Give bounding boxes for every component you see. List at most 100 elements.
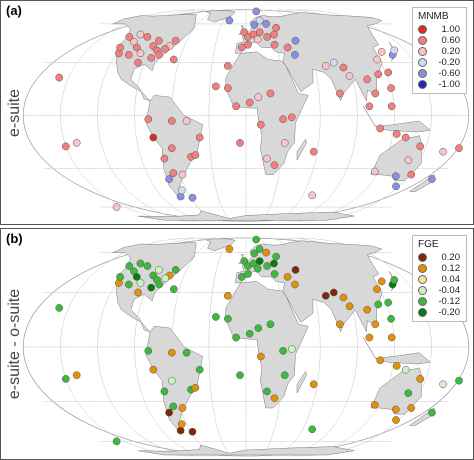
station-marker [390, 276, 399, 284]
legend-entry: 0.60 [418, 35, 460, 46]
longitude-line [208, 237, 236, 457]
legend-entry: -0.04 [418, 285, 460, 296]
station-marker [160, 387, 169, 396]
legend-swatch [418, 25, 427, 34]
station-marker [245, 98, 254, 107]
station-marker [374, 70, 383, 79]
station-marker [392, 416, 400, 424]
station-marker [336, 320, 344, 329]
station-marker [339, 63, 348, 72]
station-marker [279, 346, 287, 355]
station-marker [224, 314, 232, 323]
station-marker [236, 371, 244, 380]
legend-entry: -1.00 [418, 79, 460, 90]
station-marker [178, 170, 187, 179]
station-marker [371, 320, 380, 329]
station-marker [270, 40, 279, 49]
station-marker [373, 55, 381, 64]
station-marker [266, 320, 275, 329]
station-marker [55, 304, 64, 312]
station-marker [280, 371, 289, 380]
station-marker [416, 375, 425, 383]
station-marker [167, 348, 176, 357]
station-marker [252, 7, 261, 16]
station-marker [283, 43, 292, 52]
station-marker [321, 291, 330, 300]
station-marker [147, 283, 156, 292]
legend-entry: 0.20 [418, 46, 460, 57]
panel-label-b: (b) [6, 231, 23, 246]
station-marker [404, 156, 413, 165]
station-marker [291, 280, 299, 289]
station-marker [270, 161, 279, 169]
station-marker [272, 252, 280, 261]
station-marker [149, 365, 158, 374]
station-marker [376, 356, 385, 365]
station-marker [253, 35, 262, 44]
station-marker [336, 89, 344, 98]
legend-entry: 0.04 [418, 274, 460, 285]
landmass [296, 138, 307, 161]
station-marker [112, 203, 121, 211]
station-marker [195, 133, 204, 142]
station-marker [125, 262, 134, 270]
station-marker [212, 313, 220, 321]
legend-swatch [418, 58, 427, 67]
legend-entry: -0.20 [418, 57, 460, 68]
station-marker [401, 133, 410, 142]
station-marker [387, 333, 396, 342]
station-marker [291, 50, 299, 59]
station-marker [144, 115, 153, 124]
legend-label: -0.04 [438, 285, 460, 296]
station-marker [188, 427, 197, 436]
station-marker [439, 380, 447, 389]
landmass [296, 370, 307, 394]
station-marker [182, 117, 191, 125]
station-marker [132, 43, 141, 52]
station-marker [252, 235, 261, 244]
station-marker [167, 117, 176, 125]
station-marker [439, 147, 447, 156]
station-marker [171, 36, 180, 45]
station-marker [255, 245, 264, 253]
legend-swatch [418, 47, 427, 56]
legend-swatch [418, 80, 427, 89]
station-marker [387, 84, 395, 92]
station-marker [72, 371, 81, 380]
station-marker [245, 329, 254, 338]
station-marker [225, 16, 234, 25]
station-marker [363, 305, 371, 314]
legend-swatch [418, 286, 427, 295]
legend-a: MNMB 1.00 0.60 0.20 -0.20 -0.60 -1.00 [412, 7, 467, 94]
station-marker [236, 139, 244, 147]
station-marker [124, 50, 133, 59]
legend-entry: 0.20 [418, 252, 460, 263]
legend-swatch [418, 69, 427, 78]
panel-b: (b) e-suite - o-suite FGE 0.20 0.12 0.04 -0… [0, 228, 474, 460]
legend-swatch [418, 253, 427, 262]
station-marker [72, 139, 81, 147]
station-marker [428, 175, 436, 183]
station-marker [177, 420, 186, 428]
station-marker [223, 62, 232, 70]
station-marker [363, 75, 371, 84]
station-marker [171, 266, 180, 274]
station-marker [270, 270, 279, 278]
legend-entry: 0.12 [418, 263, 460, 274]
station-marker [391, 405, 400, 414]
station-marker [223, 291, 232, 300]
station-marker [370, 400, 379, 409]
station-marker [61, 375, 70, 383]
station-marker [169, 55, 178, 64]
station-marker [165, 408, 173, 417]
station-marker [232, 102, 240, 111]
station-marker [263, 154, 271, 163]
legend-swatch [418, 36, 427, 45]
station-marker [116, 273, 124, 281]
legend-swatch [418, 264, 427, 273]
legend-entry: 1.00 [418, 24, 460, 35]
station-marker [191, 151, 200, 159]
station-marker [125, 33, 134, 41]
station-marker [376, 124, 385, 133]
legend-label: -0.20 [438, 57, 460, 68]
